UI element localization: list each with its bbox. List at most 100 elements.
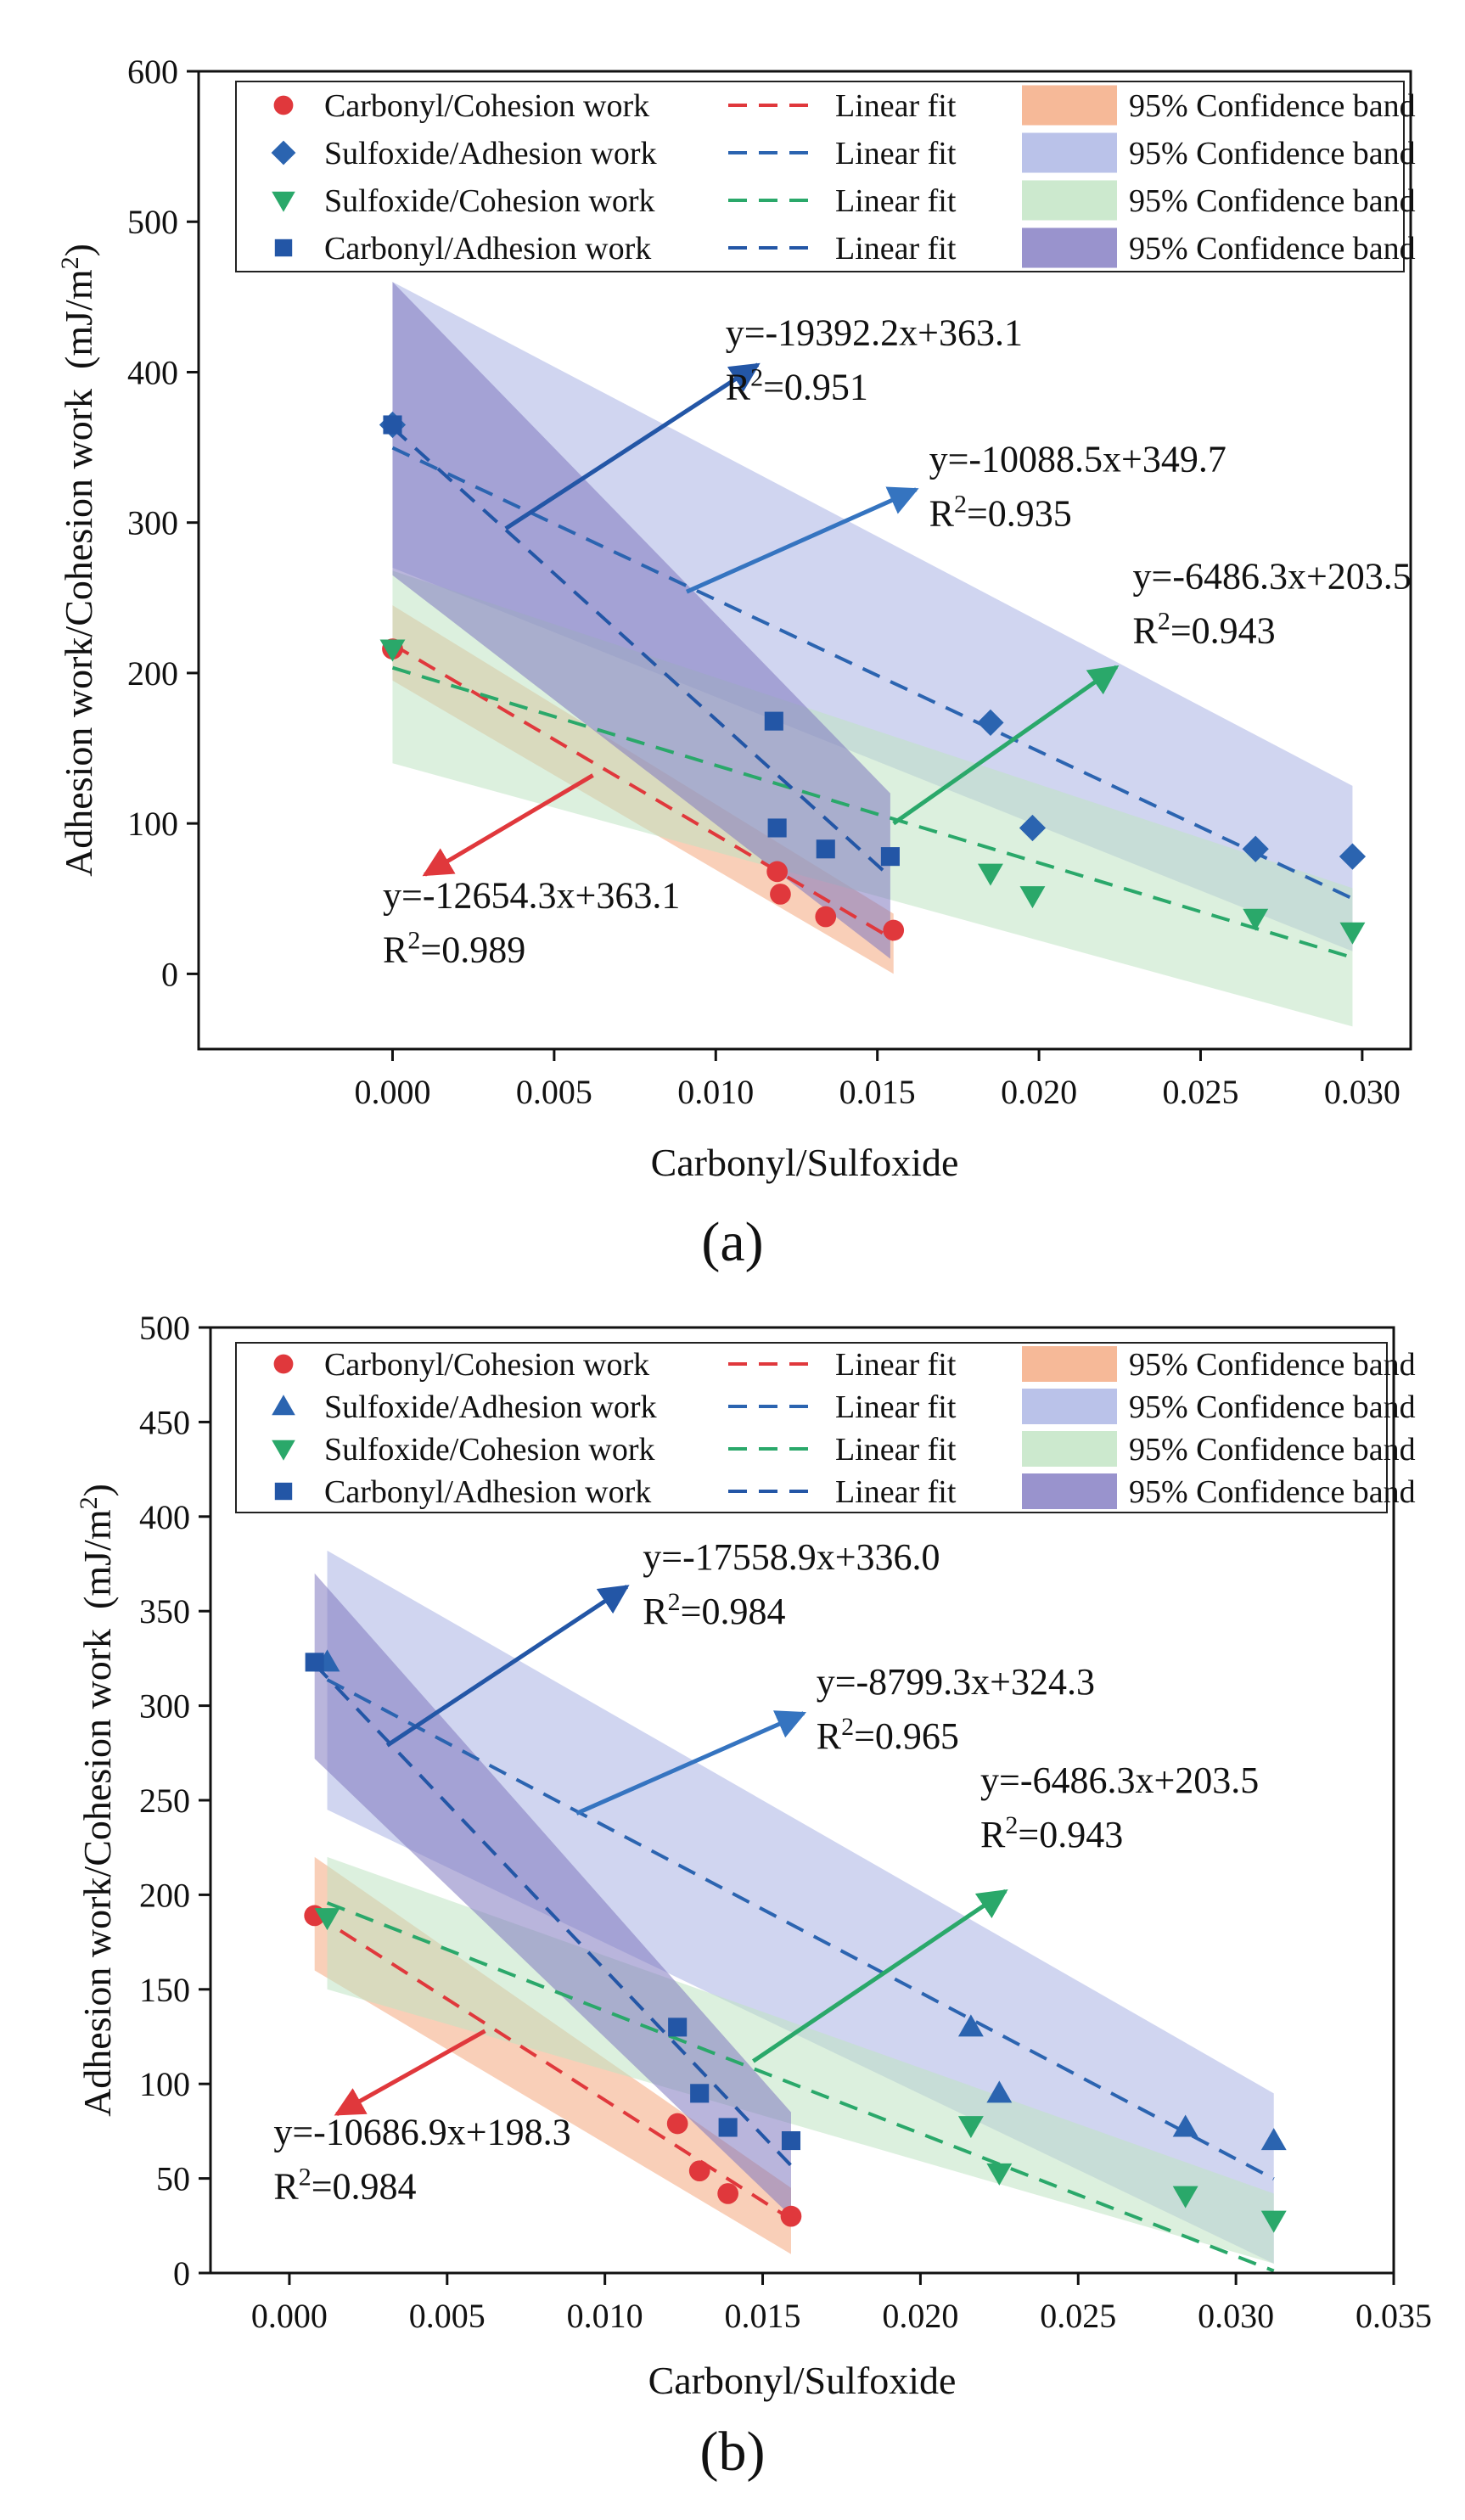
legend-fit-label: Linear fit — [835, 1474, 957, 1510]
fit-equation-3: y=-10686.9x+198.3 — [273, 2111, 570, 2152]
r-squared-sup: 2 — [1158, 607, 1170, 635]
legend-band-label: 95% Confidence band — [1129, 1389, 1416, 1425]
legend-band-swatch-3 — [1022, 1473, 1117, 1509]
r-squared-value: =0.935 — [967, 492, 1072, 534]
data-point-1-2 — [986, 2080, 1013, 2103]
legend-box — [235, 81, 1405, 272]
x-tick-label: 0.000 — [251, 2297, 328, 2335]
annotation-arrow-1 — [685, 486, 919, 594]
data-point-3-4 — [880, 847, 900, 867]
fit-equation-2: y=-6486.3x+203.5 — [1133, 556, 1412, 598]
r-squared-value: =0.943 — [1170, 610, 1276, 652]
confidence-band-1 — [392, 282, 1353, 951]
r-squared-sup: 2 — [668, 1588, 681, 1616]
data-point-0-3 — [717, 2183, 738, 2204]
legend-band-swatch-3 — [1022, 227, 1117, 268]
fit-line-3 — [313, 1663, 793, 2167]
legend-series-name: Sulfoxide/Cohesion work — [324, 183, 654, 219]
y-tick-label: 150 — [139, 1971, 190, 2009]
legend-marker-0 — [273, 95, 294, 115]
y-axis-label-main: Adhesion work/Cohesion work (mJ/m — [57, 269, 100, 877]
r-squared-value: =0.943 — [1018, 1814, 1123, 1855]
r-squared-prefix: R — [980, 1814, 1006, 1855]
x-tick-label: 0.030 — [1324, 1073, 1400, 1111]
fit-equation-1: y=-8799.3x+324.3 — [817, 1661, 1095, 1703]
data-point-3-3 — [816, 839, 835, 859]
y-tick-label: 200 — [127, 654, 178, 693]
legend-fit-label: Linear fit — [835, 1389, 957, 1425]
r-squared-sup: 2 — [841, 1713, 854, 1741]
fit-equation-0: y=-17558.9x+336.0 — [643, 1536, 940, 1578]
legend-fit-label: Linear fit — [835, 231, 957, 267]
legend-marker-3 — [274, 1482, 293, 1501]
data-point-1-1 — [957, 2014, 984, 2037]
y-tick-label: 450 — [139, 1403, 190, 1441]
y-axis-label-close: ) — [76, 1484, 119, 1496]
y-tick-label: 250 — [139, 1782, 190, 1820]
r-squared-prefix: R — [817, 1715, 842, 1757]
y-tick-label: 400 — [139, 1498, 190, 1536]
x-axis-label: Carbonyl/Sulfoxide — [651, 1141, 959, 1184]
legend-band-label: 95% Confidence band — [1129, 183, 1416, 219]
data-point-2-2 — [1019, 886, 1046, 909]
y-axis-label: Adhesion work/Cohesion work (mJ/m2) — [56, 244, 101, 877]
legend-series-name: Carbonyl/Cohesion work — [324, 1347, 649, 1383]
legend-series-name: Sulfoxide/Cohesion work — [324, 1432, 654, 1468]
data-point-3-0 — [305, 1653, 324, 1672]
r-squared-prefix: R — [726, 367, 751, 408]
legend-series-name: Carbonyl/Adhesion work — [324, 1474, 651, 1510]
data-point-3-2 — [690, 2084, 710, 2103]
legend-series-name: Sulfoxide/Adhesion work — [324, 136, 657, 171]
legend-marker-3 — [274, 239, 293, 257]
chart-a: 0.000 0.005 0.010 0.015 0.020 0.025 0.030 0 100 2… — [56, 53, 1416, 1273]
r-squared-sup: 2 — [954, 490, 967, 518]
legend-fit-label: Linear fit — [835, 183, 957, 219]
annotation-arrow-0 — [504, 362, 761, 530]
y-axis-label-sup: 2 — [75, 1496, 103, 1509]
data-point-3-1 — [668, 2018, 688, 2037]
data-point-3-3 — [718, 2118, 738, 2137]
legend-band-label: 95% Confidence band — [1129, 231, 1416, 267]
data-point-0-2 — [688, 2160, 710, 2182]
legend-band-swatch-2 — [1022, 1431, 1117, 1467]
legend-marker-2 — [272, 191, 295, 212]
annotation-arrow-3 — [422, 773, 594, 877]
data-point-3-0 — [383, 415, 402, 435]
y-tick-label: 100 — [139, 2065, 190, 2103]
fit-equation-1: y=-10088.5x+349.7 — [929, 438, 1226, 480]
r-squared-sup: 2 — [1005, 1811, 1018, 1839]
r-squared-3: R2=0.984 — [273, 2163, 416, 2208]
r-squared-prefix: R — [273, 2165, 299, 2207]
r-squared-value: =0.989 — [420, 929, 525, 970]
y-axis-label-close: ) — [57, 244, 100, 256]
y-tick-label: 500 — [127, 203, 178, 241]
legend-band-swatch-1 — [1022, 132, 1117, 173]
legend-box — [235, 1342, 1388, 1513]
y-axis-label-sup: 2 — [56, 256, 84, 269]
legend-band-label: 95% Confidence band — [1129, 136, 1416, 171]
data-point-2-4 — [1260, 2210, 1287, 2233]
fit-equation-3: y=-12654.3x+363.1 — [383, 874, 680, 916]
chart-b: 0.000 0.005 0.010 0.015 0.020 0.025 0.030 0.035… — [75, 1309, 1433, 2483]
x-tick-label: 0.020 — [882, 2297, 958, 2335]
fit-line-0 — [313, 1912, 793, 2221]
x-tick-label: 0.015 — [725, 2297, 801, 2335]
legend-series-name: Sulfoxide/Adhesion work — [324, 1389, 657, 1425]
r-squared-1: R2=0.935 — [929, 490, 1072, 535]
data-point-2-0 — [379, 639, 406, 662]
r-squared-prefix: R — [643, 1591, 668, 1632]
r-squared-value: =0.965 — [854, 1715, 959, 1757]
r-squared-2: R2=0.943 — [980, 1811, 1123, 1856]
legend-band-label: 95% Confidence band — [1129, 1432, 1416, 1468]
legend-series-name: Carbonyl/Adhesion work — [324, 231, 651, 267]
r-squared-2: R2=0.943 — [1133, 607, 1276, 652]
plot-frame — [197, 70, 1412, 1051]
data-point-2-3 — [1243, 908, 1269, 931]
fit-line-3 — [391, 426, 892, 878]
y-tick-label: 0 — [173, 2254, 190, 2293]
panel-label: (b) — [700, 2421, 766, 2483]
fit-equation-2: y=-6486.3x+203.5 — [980, 1760, 1259, 1801]
r-squared-0: R2=0.951 — [726, 363, 868, 408]
legend-band-label: 95% Confidence band — [1129, 1347, 1416, 1383]
